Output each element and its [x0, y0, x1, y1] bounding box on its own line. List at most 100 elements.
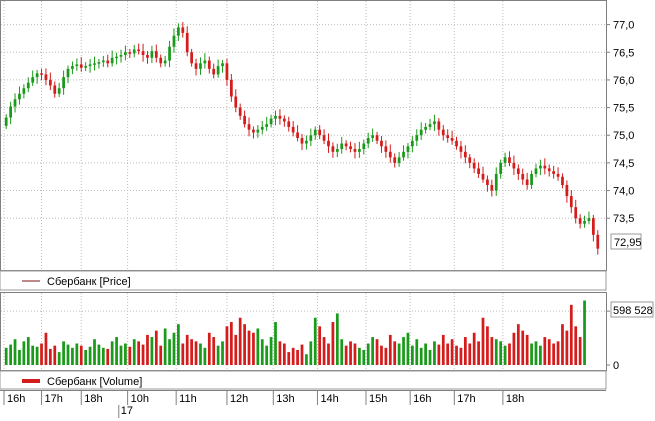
price-y-tick-label: 74,0 — [613, 186, 634, 198]
candle — [463, 145, 467, 164]
volume-bar — [110, 341, 114, 365]
volume-bar — [106, 348, 110, 365]
volume-bar — [574, 326, 578, 365]
candle — [274, 110, 277, 126]
volume-bar — [4, 347, 8, 365]
volume-bar — [207, 332, 211, 365]
volume-bar — [583, 300, 586, 365]
candle — [384, 140, 388, 158]
volume-bar — [256, 328, 260, 365]
x-tick-label: 13h — [276, 393, 294, 405]
volume-bar — [362, 349, 366, 365]
volume-bar — [75, 343, 79, 365]
x-tick-label: 12h — [230, 393, 248, 405]
volume-bar — [530, 343, 533, 365]
candle — [516, 164, 520, 180]
candle — [97, 58, 101, 69]
volume-bar — [543, 337, 547, 365]
volume-bar — [44, 332, 48, 365]
candle — [335, 143, 339, 158]
volume-bar — [216, 345, 220, 365]
volume-bar — [455, 345, 458, 365]
candle — [115, 52, 118, 65]
volume-bar — [238, 317, 242, 365]
price-y-tick-label: 76,5 — [613, 47, 634, 59]
volume-bar — [300, 344, 304, 365]
price-y-tick-label: 77,0 — [613, 20, 634, 32]
candle — [194, 58, 198, 76]
volume-bar — [406, 332, 410, 365]
candle — [159, 54, 163, 68]
candle — [199, 57, 202, 75]
candle — [305, 135, 308, 150]
candle — [185, 26, 189, 57]
candle — [137, 43, 141, 55]
candle — [22, 84, 26, 99]
x-tick-label: 14h — [320, 393, 338, 405]
volume-bar — [212, 337, 216, 365]
candle — [556, 167, 560, 181]
candle — [472, 158, 476, 174]
candle — [388, 144, 392, 163]
volume-bar — [503, 345, 507, 365]
candle — [331, 142, 335, 158]
candle — [411, 136, 414, 153]
volume-bar — [534, 341, 538, 365]
candle — [525, 172, 529, 190]
day-label: 17 — [121, 405, 133, 417]
candle — [269, 114, 273, 128]
x-tick-label: 10h — [131, 393, 149, 405]
volume-bar — [168, 339, 171, 365]
volume-bar — [486, 326, 489, 365]
candle — [327, 133, 330, 153]
volume-bar — [66, 344, 70, 365]
candle — [128, 48, 132, 59]
volume-bar — [335, 313, 339, 365]
volume-bar — [477, 341, 480, 365]
volume-bar — [31, 345, 35, 365]
candle — [309, 128, 313, 147]
candle — [234, 89, 238, 113]
candle — [596, 230, 600, 255]
candle — [375, 131, 379, 145]
price-y-tick-label: 75,0 — [613, 130, 634, 142]
candle — [84, 62, 88, 72]
volume-bar — [93, 339, 96, 365]
candle — [468, 154, 472, 169]
candle — [583, 215, 586, 228]
volume-bar — [137, 341, 141, 365]
volume-bar — [115, 337, 118, 365]
candle — [124, 45, 127, 61]
candle — [490, 179, 494, 197]
volume-bar — [225, 326, 229, 365]
candle — [88, 59, 92, 73]
volume-bar — [194, 341, 198, 365]
candle — [150, 45, 154, 64]
volume-bar — [388, 334, 392, 365]
price-y-tick-label: 76,0 — [613, 75, 634, 87]
volume-bar — [172, 332, 176, 365]
candle — [101, 55, 105, 67]
volume-bar — [366, 343, 370, 365]
volume-bar — [569, 304, 573, 365]
volume-bar — [278, 341, 282, 365]
candle — [441, 125, 445, 141]
volume-bar — [344, 345, 348, 365]
volume-bar — [282, 343, 286, 365]
volume-bar — [18, 349, 21, 365]
candle — [44, 68, 48, 86]
candle — [66, 65, 70, 84]
candle — [419, 122, 423, 140]
candle — [340, 136, 344, 154]
candle — [358, 141, 361, 158]
candle — [132, 44, 136, 58]
volume-bar — [247, 330, 251, 365]
price-legend: Сбербанк [Price] — [0, 270, 607, 291]
candle — [424, 122, 427, 134]
candle — [569, 190, 573, 214]
volume-bar — [411, 345, 414, 365]
volume-bar — [556, 341, 560, 365]
candle — [450, 130, 454, 145]
candle — [57, 82, 61, 98]
candle — [110, 50, 114, 67]
